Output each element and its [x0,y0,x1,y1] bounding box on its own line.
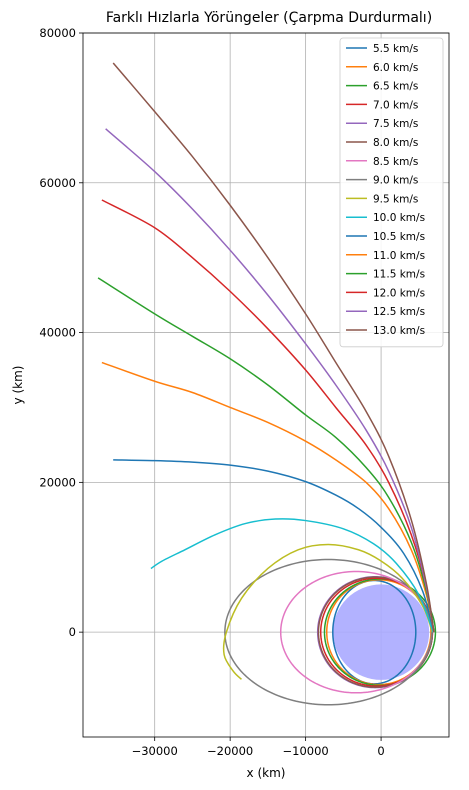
legend-label: 7.5 km/s [373,118,418,130]
x-tick-label: 0 [377,744,384,758]
axes-frame [82,32,450,738]
series-line-13 [101,199,435,633]
legend-label: 5.5 km/s [373,43,418,55]
chart-title: Farklı Hızlarla Yörüngeler (Çarpma Durdu… [106,10,432,26]
legend-label: 8.5 km/s [373,156,418,168]
x-tick-label: −20000 [207,744,253,758]
legend-box [339,37,444,348]
legend-label: 11.0 km/s [373,250,425,262]
x-tick-label: −30000 [132,744,178,758]
legend-label: 6.5 km/s [373,81,418,93]
series-line-10 [113,459,435,633]
y-tick-label: 0 [69,625,76,639]
y-axis-label: y (km) [11,366,25,405]
legend: 5.5 km/s 6.0 km/s 6.5 km/s 7.0 km/s 7.5 km/s… [339,37,444,348]
legend-label: 11.5 km/s [373,269,425,281]
x-axis-label: x (km) [247,766,286,780]
series-group [97,62,437,706]
legend-label: 7.0 km/s [373,99,418,111]
series-line-9 [150,518,434,633]
legend-label: 10.5 km/s [373,231,425,243]
legend-label: 9.0 km/s [373,175,418,187]
legend-label: 13.0 km/s [373,325,425,337]
legend-label: 8.0 km/s [373,137,418,149]
x-tick-label: −10000 [283,744,329,758]
legend-label: 12.5 km/s [373,306,425,318]
plot-area: −30000 −20000 −10000 0 0 20000 40000 60000 80000 [39,26,450,758]
y-tick-label: 80000 [39,26,76,40]
legend-label: 10.0 km/s [373,212,425,224]
series-line-12 [97,277,435,633]
series-line-8 [222,543,434,680]
series-line-6 [279,570,433,694]
series-line-11 [101,361,435,633]
y-tick-label: 20000 [39,475,76,489]
legend-label: 12.0 km/s [373,287,425,299]
legend-label: 9.5 km/s [373,193,418,205]
series-line-0 [332,579,417,685]
y-tick-label: 40000 [39,326,76,340]
series-line-7 [224,558,433,706]
legend-label: 6.0 km/s [373,62,418,74]
series-line-1 [325,578,432,686]
y-tick-label: 60000 [39,176,76,190]
series-line-14 [105,128,435,633]
series-line-15 [112,62,435,633]
earth-disc [333,584,430,680]
